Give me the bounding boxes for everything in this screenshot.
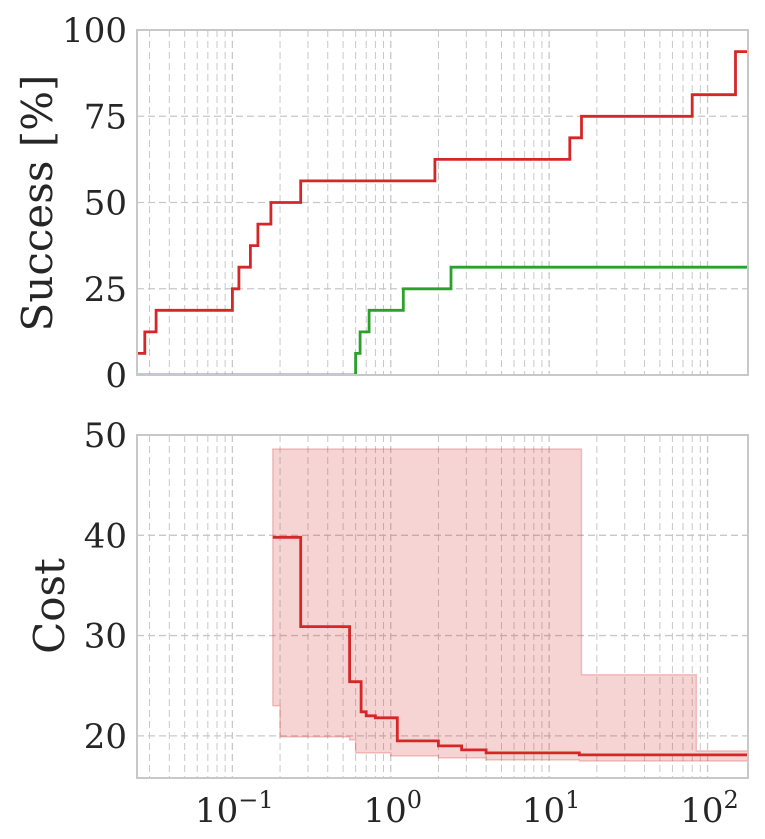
cost-x-tick-label: 10−1 xyxy=(195,786,274,831)
cost-series-line-1 xyxy=(272,535,748,757)
success-y-tick-label: 0 xyxy=(105,356,127,396)
cost-x-tick-label: 102 xyxy=(680,786,739,831)
success-y-tick-label: 50 xyxy=(84,184,127,224)
cost-y-tick-label: 20 xyxy=(84,717,127,757)
success-y-tick-label: 100 xyxy=(62,11,127,51)
success-series-line-2 xyxy=(137,265,748,375)
cost-plot-frame xyxy=(136,434,749,779)
cost-y-tick-label: 50 xyxy=(84,416,127,456)
success-plot-frame xyxy=(136,29,749,376)
cost-x-tick-label: 101 xyxy=(522,786,581,831)
success-y-axis-label: Success [%] xyxy=(13,75,62,332)
cost-confidence-band xyxy=(272,448,748,762)
success-series-line-1 xyxy=(137,50,748,355)
success-y-tick-label: 75 xyxy=(84,97,127,137)
cost-y-tick-label: 40 xyxy=(84,516,127,556)
cost-chart-panel: 20 30 40 50 10−1 100 101 102 xyxy=(84,416,749,831)
cost-x-tick-label: 100 xyxy=(363,786,422,831)
success-y-tick-label: 25 xyxy=(84,270,127,310)
cost-y-axis-label: Cost xyxy=(25,558,74,654)
success-chart-panel: 0 25 50 75 100 xyxy=(62,11,749,396)
cost-y-tick-label: 30 xyxy=(84,617,127,657)
